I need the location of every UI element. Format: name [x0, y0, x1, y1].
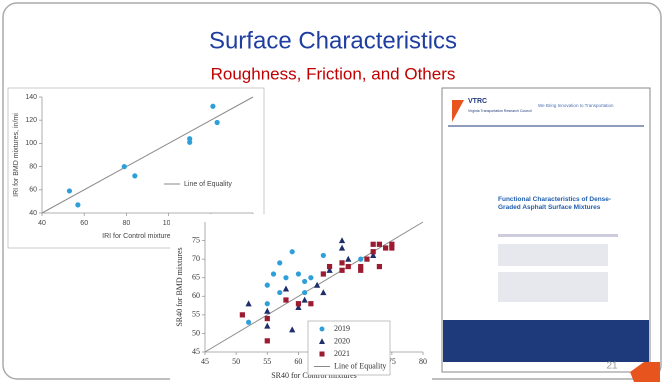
point	[339, 268, 344, 273]
point	[296, 301, 301, 306]
y-tick-label: 50	[192, 328, 200, 337]
point	[358, 257, 363, 262]
y-tick-label: 100	[25, 140, 37, 147]
slide: Surface Characteristics Roughness, Frict…	[0, 0, 665, 382]
point	[364, 257, 369, 262]
y-tick-label: 55	[192, 310, 200, 319]
cover-text	[498, 244, 608, 266]
x-tick-label: 40	[38, 220, 46, 227]
y-tick-label: 40	[29, 210, 37, 217]
point	[377, 264, 382, 269]
x-tick-label: 60	[80, 220, 88, 227]
cover-footer	[443, 320, 649, 362]
point	[327, 264, 332, 269]
cover-tagline: We Bring Innovation to Transportation	[538, 103, 614, 108]
point	[187, 140, 192, 145]
point	[67, 188, 72, 193]
page-number: 21	[606, 361, 618, 372]
point	[371, 242, 376, 247]
point	[277, 260, 282, 265]
point	[246, 320, 251, 325]
point	[240, 312, 245, 317]
cover-text	[498, 272, 608, 302]
point	[308, 275, 313, 280]
cover-org: VTRC	[468, 98, 487, 105]
point	[321, 253, 326, 258]
legend-label: Line of Equality	[334, 361, 386, 370]
point	[265, 316, 270, 321]
cover-title: Functional Characteristics of Dense-Grad…	[498, 196, 628, 212]
point	[308, 301, 313, 306]
y-tick-label: 120	[25, 117, 37, 124]
point	[265, 301, 270, 306]
report-cover: VTRC Virginia Transportation Research Co…	[442, 88, 650, 372]
point	[389, 245, 394, 250]
y-tick-label: 60	[29, 187, 37, 194]
cover-title-box: Functional Characteristics of Dense-Grad…	[498, 196, 628, 230]
point	[122, 164, 127, 169]
point	[302, 290, 307, 295]
point	[346, 264, 351, 269]
point	[358, 264, 363, 269]
y-tick-label: 140	[25, 94, 37, 101]
point	[383, 245, 388, 250]
y-tick-label: 45	[192, 347, 200, 356]
y-axis-label: IRI for BMD mixtures, in/mi	[13, 113, 20, 197]
point	[75, 202, 80, 207]
cover-org-name: Virginia Transportation Research Council	[468, 109, 532, 113]
point	[265, 338, 270, 343]
legend-label: 2021	[334, 349, 350, 358]
cover-text	[498, 234, 618, 237]
point	[271, 271, 276, 276]
point	[265, 283, 270, 288]
y-tick-label: 75	[192, 235, 200, 244]
point	[371, 249, 376, 254]
point	[302, 279, 307, 284]
point	[296, 271, 301, 276]
page: Surface Characteristics Roughness, Frict…	[0, 0, 665, 382]
x-tick-label: 60	[294, 357, 302, 366]
slide-subtitle: Roughness, Friction, and Others	[211, 64, 456, 83]
legend-label: 2020	[334, 336, 350, 345]
point	[132, 173, 137, 178]
point	[290, 249, 295, 254]
legend-label: 2019	[334, 324, 350, 333]
y-tick-label: 80	[29, 163, 37, 170]
slide-title: Surface Characteristics	[209, 27, 457, 54]
y-tick-label: 70	[192, 254, 200, 263]
point	[215, 120, 220, 125]
y-tick-label: 65	[192, 273, 200, 282]
y-tick-label: 60	[192, 291, 200, 300]
point	[210, 104, 215, 109]
x-tick-label: 45	[201, 357, 209, 366]
x-tick-label: 50	[232, 357, 240, 366]
point	[283, 297, 288, 302]
legend-marker	[320, 327, 325, 332]
x-tick-label: 80	[123, 220, 131, 227]
x-tick-label: 80	[419, 357, 427, 366]
y-axis-label: SR40 for BMD mixtures	[175, 247, 184, 326]
legend-marker	[320, 352, 325, 357]
legend-label: Line of Equality	[184, 181, 232, 188]
point	[339, 260, 344, 265]
point	[277, 290, 282, 295]
point	[283, 275, 288, 280]
point	[377, 242, 382, 247]
point	[321, 271, 326, 276]
chart-sr40: 455055606570758045505560657075SR40 for C…	[170, 214, 432, 382]
x-tick-label: 55	[263, 357, 271, 366]
